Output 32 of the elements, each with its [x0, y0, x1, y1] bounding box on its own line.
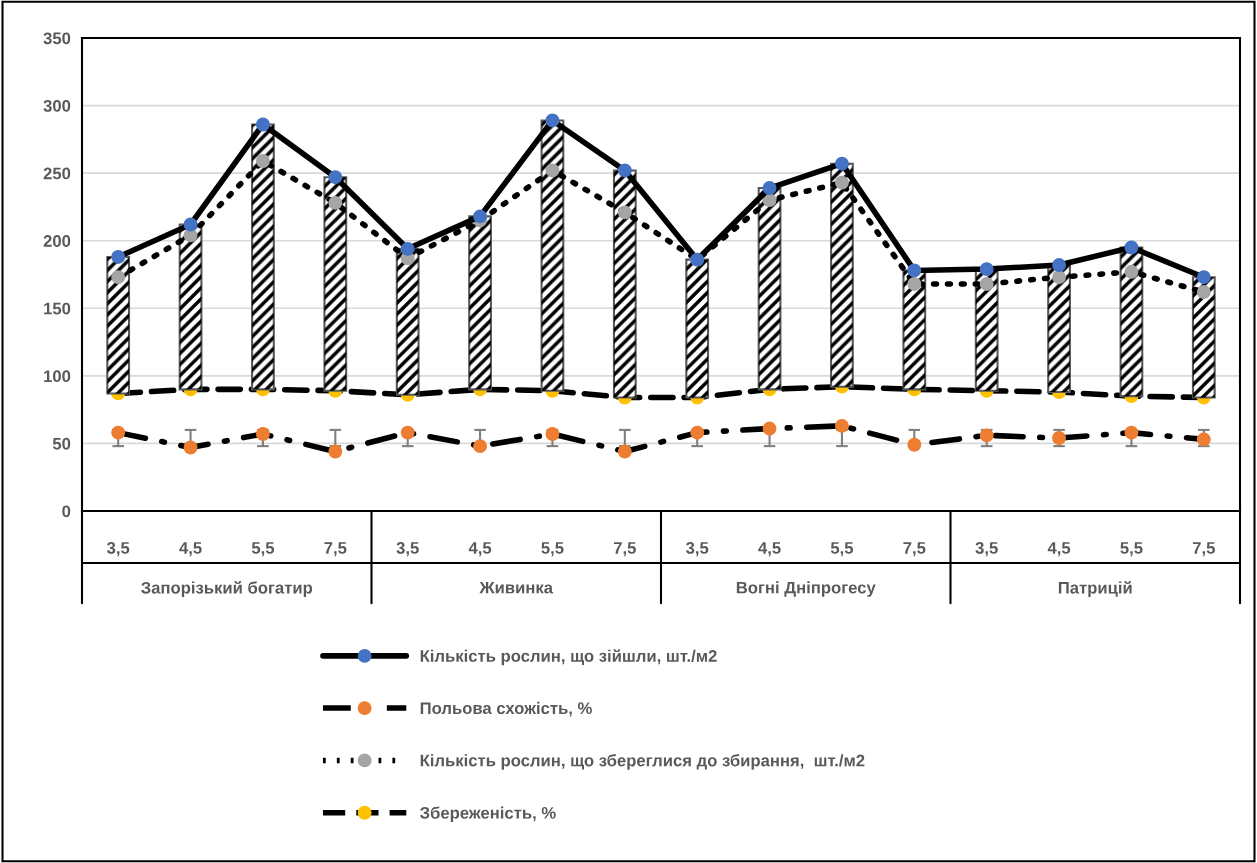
- x-tick-label: 5,5: [830, 542, 854, 557]
- y-tick-label: 350: [43, 32, 71, 45]
- y-tick-label: 150: [44, 302, 71, 315]
- x-tick-label: 5,5: [541, 542, 564, 557]
- x-tick-label: 3,5: [396, 542, 419, 557]
- y-tick-label: 0: [62, 505, 71, 518]
- x-tick-label: 3,5: [106, 542, 130, 557]
- x-tick-label: 7,5: [1192, 542, 1215, 557]
- x-tick-label: 5,5: [251, 542, 275, 557]
- x-tick-label: 5,5: [1120, 542, 1143, 557]
- x-tick-label: 3,5: [975, 542, 998, 557]
- x-tick-label: 7,5: [613, 542, 636, 557]
- legend-label: Польова схожість, %: [420, 701, 592, 717]
- y-tick-label: 300: [43, 99, 71, 112]
- text: Живинка: [479, 581, 554, 594]
- text: Патрицій: [1058, 581, 1132, 597]
- y-tick-label: 50: [52, 437, 71, 450]
- x-tick-label: 7,5: [903, 542, 926, 557]
- x-tick-label: 4,5: [179, 542, 202, 557]
- y-tick-label: 200: [43, 235, 71, 247]
- y-tick-label: 250: [43, 167, 71, 180]
- legend-label: Кількість рослин, що збереглися до збирання, шт./м2: [420, 754, 865, 770]
- legend-label: Збереженість, %: [420, 806, 556, 823]
- y-tick-label: 100: [44, 370, 71, 383]
- x-tick-label: 4,5: [468, 542, 492, 557]
- text: Запорізький богатир: [141, 581, 313, 597]
- x-tick-label: 7,5: [324, 542, 347, 557]
- x-tick-label: 4,5: [758, 542, 781, 557]
- x-tick-label: 4,5: [1047, 542, 1071, 557]
- text: Вогні Дніпрогесу: [736, 581, 876, 597]
- legend-label: Кількість рослин, що зійшли, шт./м2: [420, 649, 717, 666]
- x-tick-label: 3,5: [685, 542, 709, 557]
